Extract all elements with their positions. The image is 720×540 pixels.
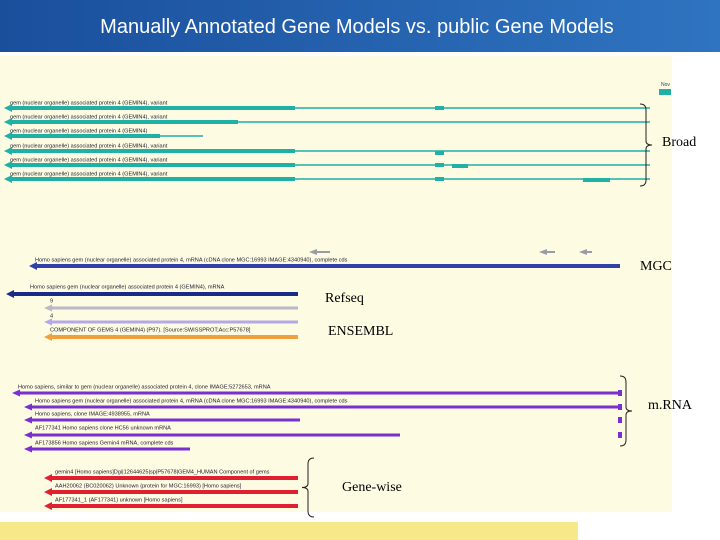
track-bar: [435, 106, 444, 110]
track-bar: [50, 320, 298, 324]
track-arrow: [4, 104, 12, 112]
track-bar: [10, 121, 650, 123]
footer-bar: [0, 522, 578, 540]
group-label: Broad: [662, 135, 696, 150]
track-arrow: [44, 304, 52, 312]
track-label: AF173856 Homo sapiens Gemin4 mRNA, compl…: [35, 440, 174, 446]
track-bar: [585, 251, 592, 253]
track-bar: [18, 391, 620, 395]
track-arrow: [12, 389, 20, 397]
track-bar: [10, 178, 650, 180]
track-arrow: [309, 249, 317, 255]
track-bar: [30, 433, 400, 437]
track-arrow: [4, 147, 12, 155]
track-bar: [545, 251, 555, 253]
track-arrow: [44, 318, 52, 326]
track-bar: [435, 151, 444, 155]
track-label: gem (nuclear organelle) associated prote…: [10, 128, 148, 134]
track-label: gem (nuclear organelle) associated prote…: [10, 143, 168, 149]
track-bar: [50, 335, 298, 339]
track-block: [618, 390, 622, 396]
group-label: MGC: [640, 259, 672, 274]
track-bar: [435, 163, 444, 167]
track-arrow: [24, 403, 32, 411]
bracket: [301, 457, 315, 518]
track-bar: [315, 251, 330, 253]
track-arrow: [579, 249, 587, 255]
title-bar: [0, 0, 720, 52]
track-bar: [30, 405, 620, 409]
group-label: Gene-wise: [342, 480, 402, 495]
track-block: [659, 89, 671, 95]
track-arrow: [4, 161, 12, 169]
track-arrow: [44, 502, 52, 510]
track-bar: [10, 107, 650, 109]
track-block: [618, 417, 622, 423]
group-label: Refseq: [325, 291, 364, 306]
track-bar: [435, 177, 444, 181]
track-label: Homo sapiens, clone IMAGE:4938955, mRNA: [35, 411, 150, 417]
track-bar: [10, 120, 238, 124]
track-arrow: [539, 249, 547, 255]
track-label: gemin4 [Homo sapiens]Dgi|12644625|sp|P57…: [55, 469, 270, 475]
track-label: gem (nuclear organelle) associated prote…: [10, 171, 168, 177]
track-arrow: [4, 132, 12, 140]
track-arrow: [4, 118, 12, 126]
slide-title: Manually Annotated Gene Models vs. publi…: [100, 16, 614, 38]
track-bar: [50, 476, 298, 480]
track-bar: [50, 504, 298, 508]
track-arrow: [44, 474, 52, 482]
track-label: Homo sapiens gem (nuclear organelle) ass…: [35, 398, 348, 404]
track-bar: [50, 490, 298, 494]
track-bar: [10, 163, 295, 167]
track-arrow: [24, 445, 32, 453]
track-label: Homo sapiens gem (nuclear organelle) ass…: [35, 257, 348, 263]
date-tag: Nov: [661, 82, 670, 88]
track-bar: [30, 447, 190, 451]
track-arrow: [44, 488, 52, 496]
track-bar: [10, 134, 160, 138]
track-arrow: [44, 333, 52, 341]
track-arrow: [24, 416, 32, 424]
track-bar: [50, 306, 298, 310]
track-label: gem (nuclear organelle) associated prote…: [10, 100, 168, 106]
track-label: AF177341_1 (AF177341) unknown [Homo sapi…: [55, 497, 183, 503]
track-label: 4: [50, 313, 53, 319]
track-bar: [12, 292, 298, 296]
track-label: gem (nuclear organelle) associated prote…: [10, 157, 168, 163]
track-block: [618, 404, 622, 410]
track-label: gem (nuclear organelle) associated prote…: [10, 114, 168, 120]
track-bar: [10, 106, 295, 110]
tracks: Broad gem (nuclear organelle) associated …: [4, 100, 696, 518]
bracket: [619, 375, 633, 447]
track-label: 9: [50, 298, 53, 304]
bracket: [639, 103, 653, 187]
track-arrow: [4, 175, 12, 183]
track-bar: [10, 164, 650, 166]
track-arrow: [6, 290, 14, 298]
track-label: COMPONENT OF GEMS 4 (GEMIN4) (P97). [Sou…: [50, 327, 251, 333]
group-label: m.RNA: [648, 398, 693, 413]
track-label: AF177341 Homo sapiens clone HC56 unknown…: [35, 425, 171, 431]
track-arrow: [29, 262, 37, 270]
track-arrow: [24, 431, 32, 439]
track-bar: [10, 150, 650, 152]
track-bar: [10, 177, 295, 181]
track-label: AAH20062 (BC020062) Unknown (protein for…: [55, 483, 242, 489]
track-label: Homo sapiens gem (nuclear organelle) ass…: [30, 284, 225, 290]
track-block: [618, 432, 622, 438]
track-bar: [10, 149, 295, 153]
track-bar: [583, 178, 610, 182]
track-bar: [35, 264, 620, 268]
track-bar: [452, 164, 468, 168]
track-bar: [30, 418, 300, 422]
group-label: ENSEMBL: [328, 324, 393, 339]
track-label: Homo sapiens, similar to gem (nuclear or…: [18, 384, 271, 390]
